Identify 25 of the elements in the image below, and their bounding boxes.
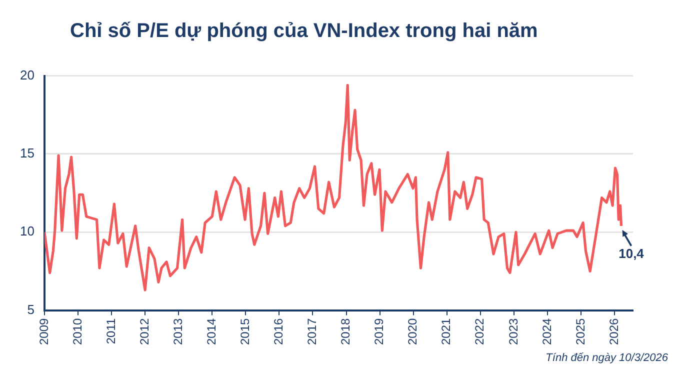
y-tick-label: 15 [20,146,34,161]
x-tick-label: 2019 [372,318,386,346]
x-tick-label: 2024 [540,318,554,346]
x-tick-label: 2012 [137,318,152,346]
x-tick-label: 2011 [104,318,118,344]
x-tick-label: 2016 [272,318,286,346]
x-tick-label: 2009 [36,318,51,346]
y-tick-label: 5 [27,302,34,317]
x-tick-label: 2022 [472,318,487,346]
y-tick-label: 20 [20,67,34,82]
y-tick-label: 10 [20,224,34,239]
x-tick-label: 2014 [204,318,218,346]
text: Tính đến ngày 10/3/2026 [546,352,668,364]
x-tick-label: 2023 [506,318,520,346]
x-tick-label: 2026 [606,318,621,346]
x-tick-label: 2020 [406,318,420,346]
x-tick-label: 2015 [238,318,252,346]
x-tick-label: 2013 [170,318,185,346]
x-tick-label: 2018 [338,318,353,346]
x-tick-label: 2021 [439,318,454,346]
annotation: 10,4 [618,246,645,261]
x-tick-label: 2017 [305,318,320,346]
chart-title: Chỉ số P/E dự phóng của VN-Index trong hai năm [70,20,538,43]
x-tick-label: 2010 [70,318,84,346]
x-tick-label: 2025 [573,318,588,346]
